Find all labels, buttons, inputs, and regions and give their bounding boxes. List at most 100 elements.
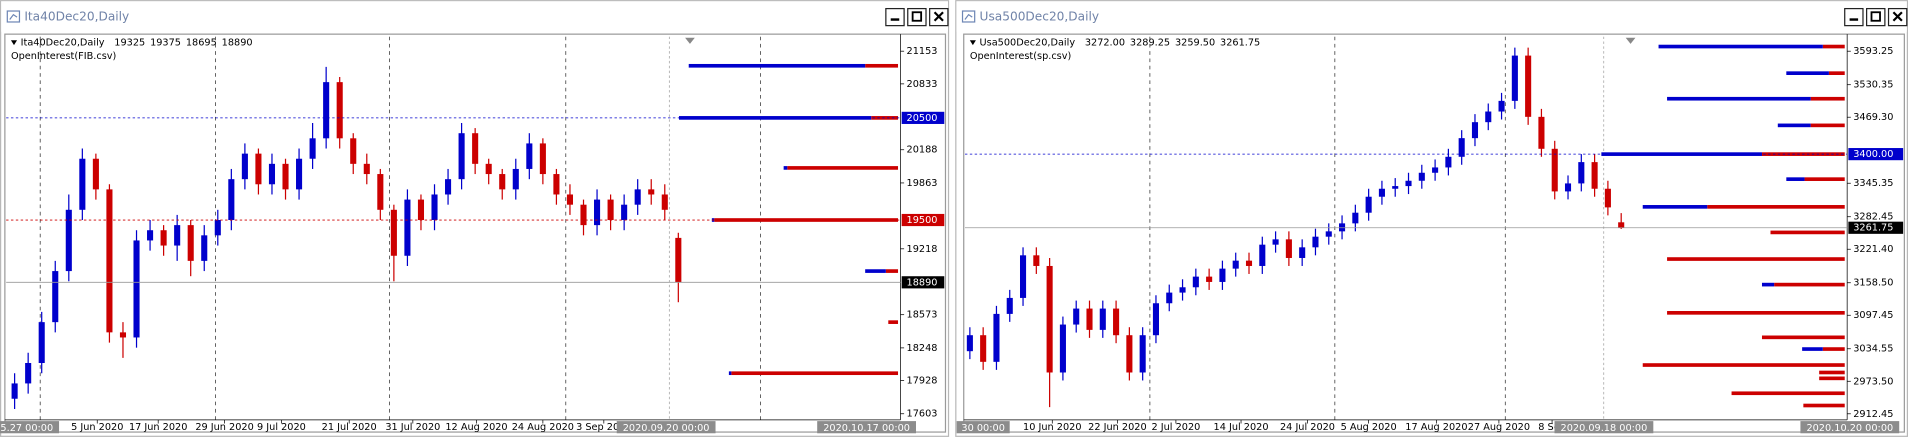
y-tick-label: 3158.50 bbox=[1853, 278, 1893, 289]
period-label: 2020.10.20 00:00 bbox=[1806, 423, 1893, 434]
period-label-box bbox=[1554, 421, 1654, 434]
open-interest-bar bbox=[1774, 282, 1845, 287]
indicator-name: OpenInterest(sp.csv) bbox=[970, 51, 1071, 62]
candle-body bbox=[431, 194, 438, 221]
window-title: Ita40Dec20,Daily bbox=[24, 10, 129, 24]
candle-body bbox=[1139, 335, 1146, 373]
period-label: 30 00:00 bbox=[961, 423, 1004, 434]
candle-body bbox=[1365, 196, 1372, 213]
maximize-button[interactable] bbox=[907, 7, 927, 27]
y-tick-label: 2973.50 bbox=[1853, 376, 1893, 387]
y-tick-label: 17603 bbox=[907, 409, 938, 420]
candle-body bbox=[512, 168, 519, 190]
candle-body bbox=[1325, 231, 1332, 237]
minimize-button[interactable] bbox=[885, 7, 905, 27]
candle-body bbox=[566, 194, 574, 205]
candle-body bbox=[580, 204, 587, 226]
candle-body bbox=[79, 158, 86, 210]
candle-body bbox=[445, 179, 452, 195]
open-interest-bar bbox=[787, 166, 899, 170]
candle-body bbox=[377, 174, 384, 210]
period-label: 2020.09.18 00:00 bbox=[1561, 423, 1648, 434]
open-interest-bar bbox=[1642, 205, 1708, 209]
candle-body bbox=[1392, 186, 1399, 189]
open-interest-bar bbox=[1810, 96, 1845, 101]
open-interest-bar bbox=[1707, 205, 1845, 209]
candle-body bbox=[458, 133, 465, 180]
maximize-button[interactable] bbox=[1866, 7, 1886, 27]
x-tick-label: 24 Aug 2020 bbox=[512, 422, 574, 433]
window-icon bbox=[6, 10, 21, 23]
period-label-box bbox=[956, 421, 1010, 434]
level-label: 20500 bbox=[907, 113, 938, 124]
y-tick-label: 2912.45 bbox=[1853, 409, 1893, 420]
candle-body bbox=[174, 225, 181, 246]
candle-body bbox=[350, 138, 357, 164]
candle-body bbox=[1525, 55, 1532, 117]
chart-header: Usa500Dec20,Daily 3272.00 3289.25 3259.50 32… bbox=[980, 38, 1261, 49]
candle-body bbox=[607, 199, 614, 221]
candle-body bbox=[1299, 247, 1306, 258]
x-tick-label: 21 Jul 2020 bbox=[322, 422, 377, 433]
ohlc-value: 18890 bbox=[222, 38, 253, 49]
x-tick-label: 3 Sep 2020 bbox=[576, 422, 631, 433]
candle-body bbox=[621, 204, 628, 221]
open-interest-bar bbox=[1828, 71, 1845, 75]
x-tick-label: 5 Aug 2020 bbox=[1341, 422, 1397, 433]
y-tick-label: 18573 bbox=[907, 310, 938, 321]
candle-body bbox=[526, 143, 533, 169]
candle-body bbox=[1498, 100, 1505, 112]
x-tick-label: 12 Aug 2020 bbox=[445, 422, 507, 433]
candle-body bbox=[1219, 268, 1226, 282]
candle-body bbox=[241, 153, 248, 180]
candle-body bbox=[11, 383, 18, 399]
x-tick-label: 5 Jun 2020 bbox=[71, 422, 123, 433]
candle-body bbox=[1059, 324, 1066, 373]
candle-body bbox=[323, 82, 330, 139]
candle-body bbox=[539, 143, 546, 175]
open-interest-bar bbox=[688, 63, 866, 68]
open-interest-bar bbox=[731, 371, 899, 376]
candle-body bbox=[1511, 55, 1518, 101]
window-title: Usa500Dec20,Daily bbox=[980, 10, 1099, 24]
candle-body bbox=[966, 335, 973, 352]
candle-body bbox=[634, 189, 641, 205]
open-interest-bar bbox=[865, 269, 886, 273]
ohlc-value: 18695 bbox=[186, 38, 217, 49]
x-tick-label: 10 Jun 2020 bbox=[1023, 422, 1081, 433]
chart-window: Ita40Dec20,Daily 21153 20833 20188 19863 1921… bbox=[0, 0, 950, 437]
candle-body bbox=[553, 174, 560, 195]
candle-body bbox=[1152, 303, 1160, 336]
candle-body bbox=[201, 235, 208, 261]
x-tick-label: 14 Jul 2020 bbox=[1214, 422, 1269, 433]
candle-body bbox=[499, 174, 506, 190]
candle-body bbox=[1538, 116, 1545, 149]
candle-body bbox=[1378, 188, 1385, 197]
candle-body bbox=[1206, 276, 1213, 282]
candle-body bbox=[1126, 335, 1133, 373]
candle-body bbox=[119, 332, 127, 338]
candle-body bbox=[472, 133, 479, 164]
candle-body bbox=[38, 322, 45, 363]
candle-body bbox=[661, 194, 668, 210]
candle-body bbox=[187, 225, 194, 261]
open-interest-bar bbox=[1822, 44, 1845, 49]
candle-body bbox=[1432, 167, 1439, 173]
level-label: 3400.00 bbox=[1853, 149, 1893, 160]
candle-body bbox=[1033, 255, 1040, 266]
minimize-button[interactable] bbox=[1844, 7, 1864, 27]
candle-body bbox=[1046, 265, 1053, 373]
x-tick-label: 22 Jun 2020 bbox=[1088, 422, 1146, 433]
title-bar bbox=[1, 1, 948, 32]
candle-body bbox=[1405, 180, 1412, 187]
level-label: 3261.75 bbox=[1853, 223, 1893, 234]
candle-body bbox=[1086, 308, 1093, 330]
open-interest-bar bbox=[1804, 177, 1845, 181]
header-marker bbox=[10, 40, 18, 46]
x-tick-label: 27 Aug 2020 bbox=[1468, 422, 1530, 433]
y-tick-label: 3530.35 bbox=[1853, 80, 1893, 91]
period-label-box bbox=[1800, 421, 1900, 434]
period-label-box bbox=[0, 421, 60, 434]
y-tick-label: 3221.40 bbox=[1853, 244, 1893, 255]
